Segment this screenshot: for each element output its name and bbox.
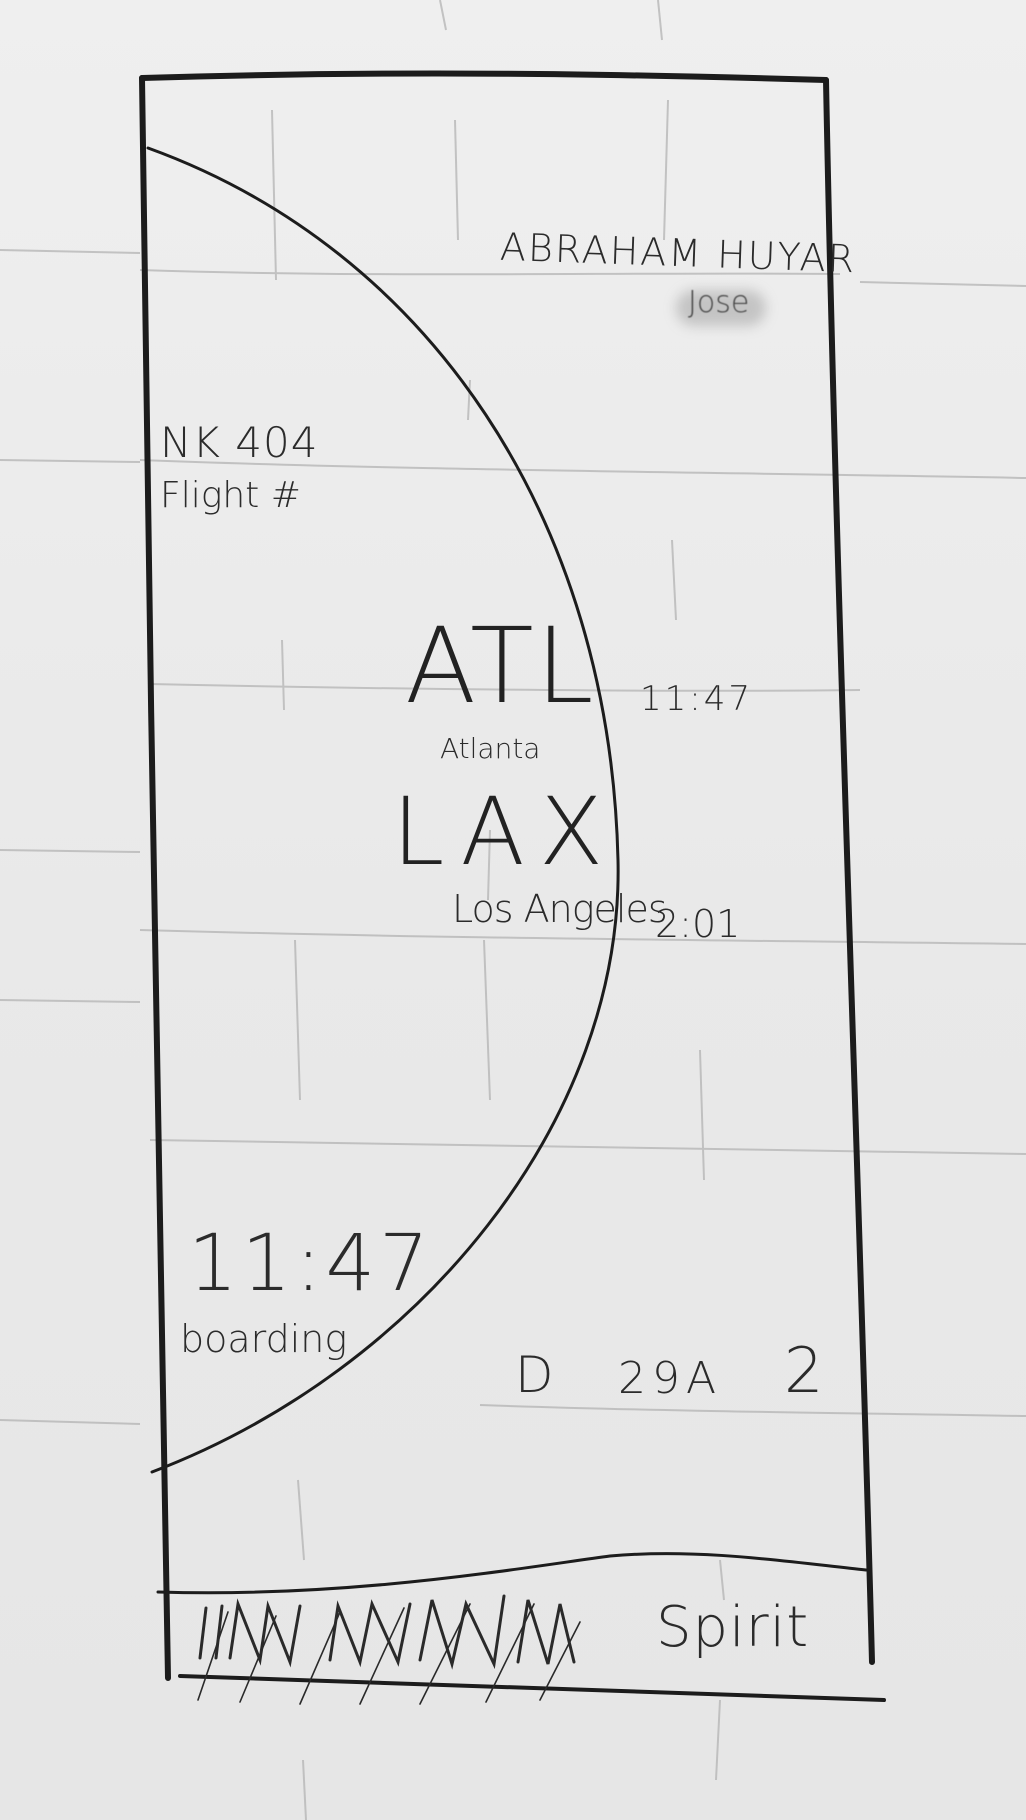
origin-airport-code: ATL bbox=[405, 605, 596, 727]
passenger-name: ABRAHAM HUYAR bbox=[499, 224, 857, 282]
departure-time: 11:47 bbox=[640, 679, 753, 719]
boarding-zone-value: 2 bbox=[784, 1334, 824, 1407]
flight-number: NK 404 bbox=[160, 418, 319, 467]
logo-scribble bbox=[197, 1594, 581, 1705]
flight-number-label: Flight # bbox=[160, 475, 301, 516]
arrival-time: 2:01 bbox=[655, 902, 741, 946]
boarding-time: 11:47 bbox=[188, 1219, 433, 1309]
destination-airport-code: LAX bbox=[392, 778, 618, 887]
airline-name: Spirit bbox=[656, 1595, 810, 1660]
seat-value: 29A bbox=[618, 1353, 723, 1404]
passenger-subtitle: Jose bbox=[688, 285, 750, 320]
passenger-subtitle-smudge bbox=[676, 290, 766, 326]
gate-value: D bbox=[515, 1346, 554, 1404]
boarding-label: boarding bbox=[180, 1317, 348, 1361]
origin-city: Atlanta bbox=[440, 732, 541, 765]
destination-city: Los Angeles bbox=[452, 887, 668, 931]
